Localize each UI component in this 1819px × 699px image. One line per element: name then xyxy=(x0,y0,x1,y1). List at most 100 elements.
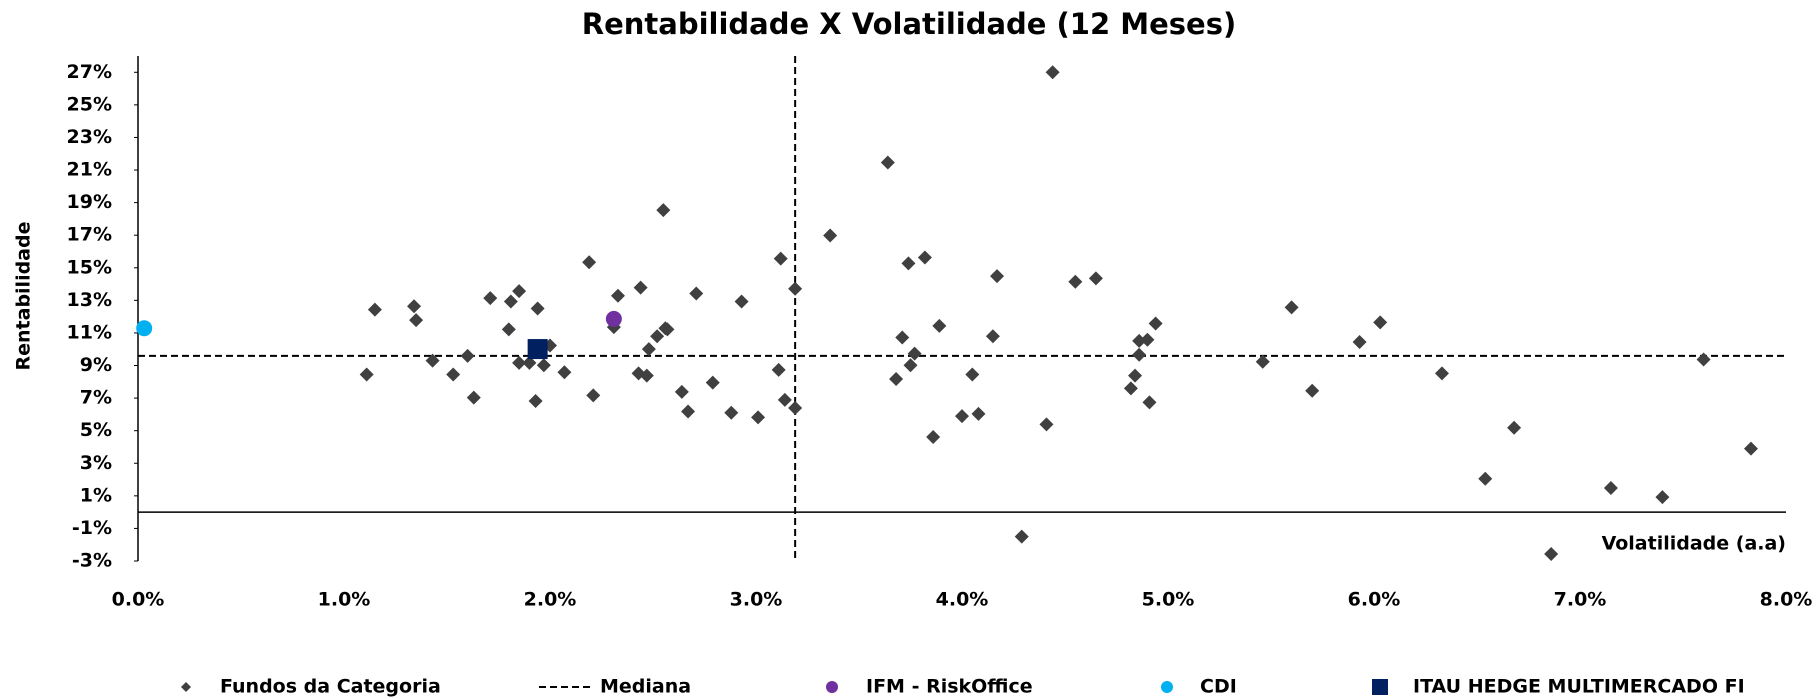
y-tick-label: 23% xyxy=(67,126,112,148)
diamond-point xyxy=(641,342,656,357)
x-tick-label: 8.0% xyxy=(1760,589,1813,611)
diamond-point xyxy=(466,390,481,405)
y-tick-label: 11% xyxy=(67,321,112,343)
diamond-point xyxy=(528,394,543,409)
diamond-point xyxy=(1696,352,1711,367)
diamond-point xyxy=(367,302,382,317)
y-tick-label: 13% xyxy=(67,289,112,311)
diamond-point xyxy=(674,384,689,399)
diamond-point xyxy=(1743,441,1758,456)
diamond-point xyxy=(1284,300,1299,315)
diamond-point xyxy=(955,409,969,424)
diamond-point xyxy=(1148,316,1163,331)
y-tick-label: 3% xyxy=(80,452,112,474)
y-tick-label: 19% xyxy=(67,191,112,213)
x-tick-label: 4.0% xyxy=(936,589,989,611)
x-tick-label: 3.0% xyxy=(730,589,783,611)
diamond-point xyxy=(689,286,704,301)
legend-marker xyxy=(1372,679,1388,695)
diamond-point xyxy=(536,358,551,373)
legend-label: Mediana xyxy=(600,676,691,698)
legend-marker xyxy=(826,681,838,693)
diamond-point xyxy=(407,299,422,314)
diamond-point xyxy=(1603,481,1618,496)
diamond-point xyxy=(1123,381,1138,396)
diamond-point xyxy=(1128,368,1143,383)
x-axis-label: Volatilidade (a.a) xyxy=(1602,533,1786,555)
diamond-point xyxy=(610,288,625,303)
diamond-point xyxy=(985,329,1000,344)
y-tick-label: 15% xyxy=(67,256,112,278)
legend-label: Fundos da Categoria xyxy=(220,676,441,698)
diamond-point xyxy=(917,250,932,265)
diamond-point xyxy=(586,388,601,403)
legend-label: CDI xyxy=(1200,676,1237,698)
circle-point xyxy=(136,320,153,337)
diamond-point xyxy=(1045,65,1060,80)
legend-label: ITAU HEDGE MULTIMERCADO FI xyxy=(1413,676,1745,698)
diamond-point xyxy=(359,367,374,382)
diamond-point xyxy=(903,358,918,373)
diamond-point xyxy=(1039,417,1054,432)
diamond-point xyxy=(425,353,440,368)
diamond-point xyxy=(1373,315,1388,330)
diamond-point xyxy=(582,255,597,270)
diamond-point xyxy=(446,367,461,382)
diamond-point xyxy=(990,269,1005,284)
diamond-point xyxy=(926,430,941,445)
diamond-point xyxy=(1352,335,1367,350)
chart-title: Rentabilidade X Volatilidade (12 Meses) xyxy=(582,7,1236,41)
y-axis-label: Rentabilidade xyxy=(13,222,35,371)
diamond-point xyxy=(512,284,527,299)
x-tick-label: 0.0% xyxy=(112,589,165,611)
diamond-point xyxy=(1544,546,1559,561)
x-tick-label: 2.0% xyxy=(524,589,577,611)
y-tick-label: 25% xyxy=(67,93,112,115)
diamond-point xyxy=(409,313,424,328)
legend-marker xyxy=(181,682,191,692)
diamond-point xyxy=(1068,274,1083,289)
diamond-point xyxy=(1655,490,1670,505)
diamond-point xyxy=(650,329,665,344)
diamond-point xyxy=(751,410,766,425)
diamond-point xyxy=(639,368,654,383)
diamond-point xyxy=(530,301,545,316)
x-tick-label: 1.0% xyxy=(318,589,371,611)
diamond-point xyxy=(932,318,947,333)
diamond-point xyxy=(633,280,648,295)
diamond-point xyxy=(557,365,572,380)
y-tick-label: 27% xyxy=(67,61,112,83)
diamond-point xyxy=(1255,354,1270,369)
diamond-point xyxy=(1088,271,1103,286)
diamond-point xyxy=(889,372,904,387)
diamond-point xyxy=(771,362,786,377)
y-tick-label: -3% xyxy=(72,550,112,572)
diamond-point xyxy=(522,355,537,370)
diamond-point xyxy=(823,228,838,243)
diamond-point xyxy=(971,406,986,421)
diamond-point xyxy=(788,401,803,416)
x-tick-label: 6.0% xyxy=(1348,589,1401,611)
diamond-point xyxy=(1132,347,1147,362)
diamond-point xyxy=(880,155,895,170)
diamond-point xyxy=(773,251,788,266)
circle-point xyxy=(605,310,622,327)
diamond-point xyxy=(901,256,916,271)
y-tick-label: 9% xyxy=(80,354,112,376)
y-tick-label: 1% xyxy=(80,484,112,506)
diamond-point xyxy=(777,392,792,407)
diamond-point xyxy=(483,291,498,306)
legend-marker xyxy=(1161,681,1173,693)
diamond-point xyxy=(965,367,980,382)
diamond-point xyxy=(503,294,518,309)
diamond-point xyxy=(895,330,910,345)
x-tick-label: 7.0% xyxy=(1554,589,1607,611)
diamond-point xyxy=(907,346,922,361)
legend-label: IFM - RiskOffice xyxy=(866,676,1033,698)
y-tick-label: 7% xyxy=(80,387,112,409)
y-tick-label: 21% xyxy=(67,159,112,181)
diamond-point xyxy=(1014,529,1029,544)
x-tick-label: 5.0% xyxy=(1142,589,1195,611)
diamond-point xyxy=(705,375,720,390)
